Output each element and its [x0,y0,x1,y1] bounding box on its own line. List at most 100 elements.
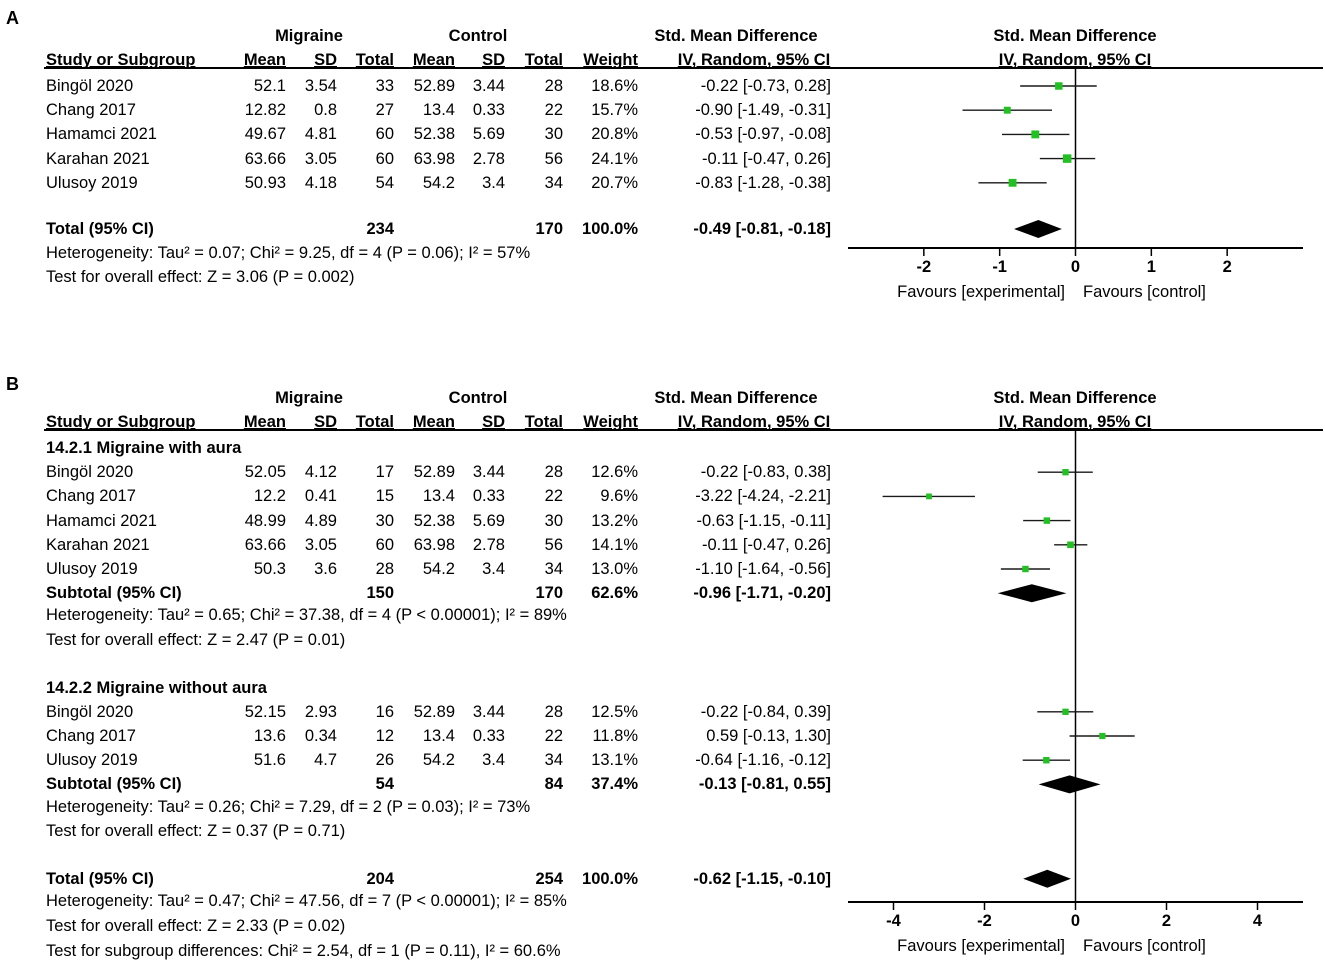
study-name: Ulusoy 2019 [46,751,138,770]
control-mean: 52.38 [413,511,455,530]
study-ci: -0.22 [-0.83, 0.38] [700,463,831,482]
migraine-total: 33 [375,77,394,95]
control-sd: 3.44 [472,77,505,95]
header-sd-control: SD [482,413,505,431]
stats-note: Test for overall effect: Z = 2.47 (P = 0… [46,631,346,650]
migraine-total: 28 [375,560,394,578]
control-mean: 54.2 [422,173,455,192]
header-total-control: Total [524,51,563,69]
total-weight: 100.0% [582,220,638,238]
x-tick-label: 0 [1070,912,1081,930]
control-sd: 0.33 [472,101,505,120]
migraine-sd: 4.89 [304,511,337,530]
control-total-sum: 170 [535,584,563,603]
x-tick-label: -2 [916,258,932,276]
study-weight: 20.8% [591,125,638,144]
x-tick-label: -2 [977,912,992,930]
control-sd: 0.33 [472,727,505,745]
control-total: 28 [544,702,563,721]
migraine-sd: 4.81 [304,125,337,144]
migraine-mean: 63.66 [244,535,286,554]
migraine-total: 15 [375,487,394,506]
study-weight: 9.6% [600,487,638,506]
pooled-diamond [1023,869,1071,888]
subgroup-heading: 14.2.1 Migraine with aura [46,439,242,457]
x-tick-label: -4 [886,912,901,930]
study-ci: -1.10 [-1.64, -0.56] [695,560,831,578]
effect-marker [1067,541,1074,549]
migraine-mean: 52.05 [244,463,286,482]
study-weight: 18.6% [591,77,638,95]
plot-subtitle: IV, Random, 95% CI [998,51,1152,69]
study-ci: -3.22 [-4.24, -2.21] [695,487,831,506]
study-ci: -0.11 [-0.47, 0.26] [701,149,831,168]
stats-note: Heterogeneity: Tau² = 0.65; Chi² = 37.38… [46,606,567,625]
migraine-sd: 3.6 [314,560,337,578]
migraine-mean: 50.3 [253,560,286,578]
x-tick-label: 2 [1222,258,1232,276]
study-name: Karahan 2021 [46,149,150,168]
study-name: Chang 2017 [46,101,136,120]
header-rule [44,429,1323,431]
study-weight: 14.1% [591,535,638,554]
migraine-sd: 0.34 [304,727,337,745]
study-name: Hamamci 2021 [46,125,157,144]
x-tick-label: 2 [1161,912,1172,930]
forest-plot-svg [848,69,1303,256]
effect-marker [1062,708,1069,715]
study-ci: -0.90 [-1.49, -0.31] [695,101,831,120]
control-total: 28 [544,77,563,95]
total-ci: -0.62 [-1.15, -0.10] [693,869,831,888]
forest-plot-panel-b: B Migraine Control Std. Mean Difference Std.… [0,362,1325,969]
control-sd: 5.69 [472,125,505,144]
header-sd-migraine: SD [314,51,337,69]
migraine-mean: 63.66 [244,149,286,168]
forest-plot-svg [848,431,1303,910]
study-weight: 20.7% [591,173,638,192]
control-mean: 54.2 [422,751,455,770]
total-weight: 62.6% [591,584,638,603]
study-ci: -0.63 [-1.15, -0.11] [696,511,831,530]
control-total: 22 [544,487,563,506]
total-weight: 100.0% [582,869,638,888]
effect-marker [1022,565,1029,573]
study-ci: -0.53 [-0.97, -0.08] [695,125,831,144]
study-name: Bingöl 2020 [46,77,134,95]
control-sd: 2.78 [472,535,505,554]
plot-subtitle: IV, Random, 95% CI [998,413,1152,431]
control-total: 30 [544,125,563,144]
control-total-sum: 170 [535,220,563,238]
control-sd: 3.4 [482,751,505,770]
control-sd: 5.69 [472,511,505,530]
control-sd: 0.33 [472,487,505,506]
study-weight: 12.5% [591,702,638,721]
migraine-total: 16 [375,702,394,721]
header-total-migraine: Total [355,413,394,431]
study-name: Chang 2017 [46,487,136,506]
header-sd-control: SD [482,51,505,69]
migraine-sd: 4.7 [314,751,337,770]
migraine-total-sum: 234 [366,220,394,238]
stats-note: Heterogeneity: Tau² = 0.26; Chi² = 7.29,… [46,797,531,816]
control-mean: 13.4 [422,101,455,120]
migraine-total: 60 [375,125,394,144]
migraine-total-sum: 204 [366,869,394,888]
x-tick-label: 0 [1070,258,1081,276]
control-total: 28 [544,463,563,482]
effect-marker [1055,82,1063,90]
stats-note: Test for overall effect: Z = 3.06 (P = 0… [46,268,355,287]
migraine-sd: 2.93 [304,702,337,721]
migraine-sd: 4.18 [304,173,337,192]
header-group-migraine: Migraine [275,389,343,407]
favours-control-label: Favours [control] [1083,283,1206,301]
plot-title: Std. Mean Difference [993,27,1157,45]
control-total: 22 [544,727,563,745]
pooled-diamond [1038,775,1101,794]
study-ci: -0.64 [-1.16, -0.12] [695,751,831,770]
study-name: Chang 2017 [46,727,136,745]
plot-title: Std. Mean Difference [993,389,1157,407]
control-mean: 52.38 [413,125,455,144]
stats-note: Test for overall effect: Z = 2.33 (P = 0… [46,916,346,935]
migraine-total: 12 [375,727,394,745]
migraine-total: 30 [375,511,394,530]
